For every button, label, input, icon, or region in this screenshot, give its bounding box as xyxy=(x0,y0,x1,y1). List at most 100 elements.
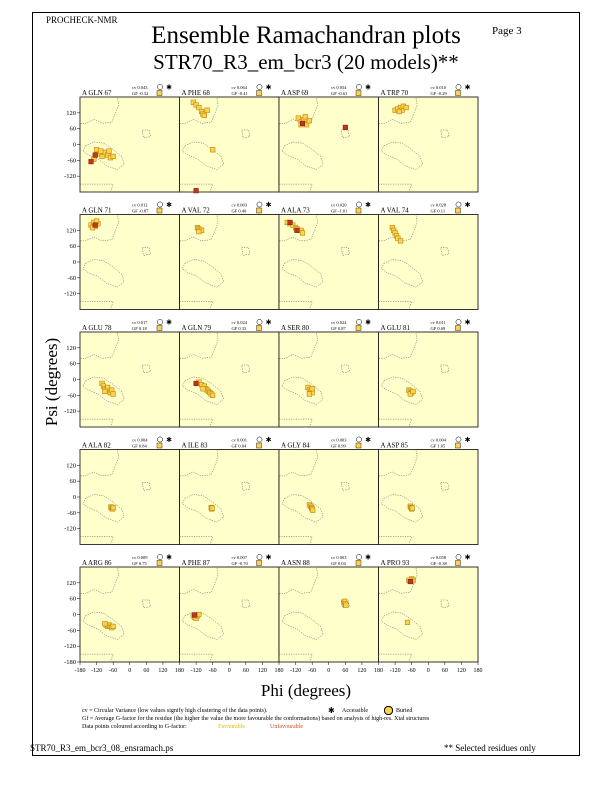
data-point xyxy=(193,102,199,108)
accessible-star-icon: ✱ xyxy=(365,84,371,92)
gf-colour-box xyxy=(455,90,461,96)
allowed-region-beta xyxy=(179,214,219,242)
allowed-region-lower_band xyxy=(278,536,313,545)
gf-colour-box xyxy=(256,207,262,214)
allowed-region-beta xyxy=(79,214,119,242)
legend-gf-text: Gf = Average G-factor for the residue (t… xyxy=(82,716,430,722)
residue-label: A GLN 71 xyxy=(82,207,112,215)
y-tick-label: -120 xyxy=(64,173,76,180)
y-tick-label: 0 xyxy=(73,259,76,266)
cv-value: cv 0.007 xyxy=(232,555,248,560)
y-tick-label: -120 xyxy=(64,408,76,415)
y-tick-label: 120 xyxy=(66,110,76,117)
gf-value: GF -1.01 xyxy=(331,209,347,214)
panel-background xyxy=(79,449,180,545)
accessible-star-icon: ✱ xyxy=(166,554,172,562)
accessible-star-icon: ✱ xyxy=(365,319,371,327)
allowed-region-alpha xyxy=(181,494,224,523)
x-tick-label: 180 xyxy=(275,668,284,674)
gf-value: GF 0.69 xyxy=(431,326,447,331)
y-tick-label: 60 xyxy=(70,126,77,133)
panel-background xyxy=(79,331,180,428)
cv-value: cv 0.004 xyxy=(132,438,148,443)
allowed-region-lower_band xyxy=(278,418,313,428)
allowed-region-alpha xyxy=(181,376,224,405)
allowed-region-lower_band xyxy=(378,301,413,310)
allowed-region-lower_band xyxy=(79,418,114,428)
data-point-unfavourable xyxy=(407,578,413,585)
y-tick-label: 120 xyxy=(66,462,76,469)
panel-background xyxy=(79,566,180,663)
allowed-region-alpha xyxy=(380,494,423,523)
residue-label: A GLN 67 xyxy=(82,89,112,97)
accessible-icon: ✱ xyxy=(328,706,335,715)
residue-label: A VAL 74 xyxy=(381,207,410,215)
cv-status-icon xyxy=(455,84,462,90)
allowed-region-beta xyxy=(179,96,219,124)
allowed-region-lower_band xyxy=(378,536,413,545)
residue-label: A GLN 79 xyxy=(182,324,212,332)
y-tick-label: 60 xyxy=(70,478,77,485)
data-point xyxy=(196,229,202,235)
x-tick-label: -120 xyxy=(290,668,301,674)
allowed-region-beta xyxy=(79,566,119,594)
gf-value: GF -0.61 xyxy=(331,91,347,96)
data-point xyxy=(99,153,105,159)
data-point-unfavourable xyxy=(92,152,98,158)
allowed-region-alpha xyxy=(281,141,324,170)
data-point xyxy=(403,104,409,111)
legend-buried: Buried xyxy=(396,708,413,714)
chart-subtitle: STR70_R3_em_bcr3 (20 models)** xyxy=(153,50,459,74)
allowed-region-beta xyxy=(378,449,418,477)
data-point xyxy=(343,602,349,608)
cv-status-icon xyxy=(256,319,263,325)
residue-label: A ASP 69 xyxy=(281,89,309,97)
cv-value: cv 0.043 xyxy=(132,85,148,90)
accessible-star-icon: ✱ xyxy=(166,319,172,327)
accessible-star-icon: ✱ xyxy=(465,201,471,209)
cv-status-icon xyxy=(455,319,462,325)
program-label: PROCHECK-NMR xyxy=(46,15,118,25)
y-tick-label: 120 xyxy=(66,580,76,587)
panel-background xyxy=(378,96,479,193)
residue-label: A ASP 85 xyxy=(381,442,409,450)
allowed-region-beta xyxy=(278,331,318,359)
gf-colour-box xyxy=(455,442,461,449)
panel-background xyxy=(179,214,280,310)
data-point xyxy=(204,107,210,113)
allowed-region-alpha xyxy=(82,259,125,288)
x-tick-label: -60 xyxy=(408,668,416,674)
residue-label: A ALA 82 xyxy=(82,442,111,450)
allowed-region-lower_band xyxy=(179,183,214,193)
data-point xyxy=(410,388,416,394)
allowed-region-beta xyxy=(179,566,219,594)
x-tick-label: -60 xyxy=(109,668,117,674)
gf-value: GF 0.75 xyxy=(132,561,148,566)
y-tick-label: -60 xyxy=(67,392,76,399)
allowed-region-alpha xyxy=(82,494,125,523)
gf-colour-box xyxy=(256,442,262,449)
gf-colour-box xyxy=(355,442,362,449)
allowed-region-beta xyxy=(179,449,219,477)
cv-status-icon xyxy=(256,436,263,443)
cv-status-icon xyxy=(157,436,163,443)
allowed-region-beta xyxy=(278,566,318,594)
data-point xyxy=(295,115,301,121)
y-tick-label: 0 xyxy=(73,377,76,384)
data-point-unfavourable xyxy=(299,120,306,126)
x-tick-label: 180 xyxy=(474,668,483,674)
allowed-region-alpha xyxy=(281,259,324,288)
accessible-star-icon: ✱ xyxy=(465,319,471,327)
y-tick-label: -120 xyxy=(64,643,76,650)
panel-background xyxy=(278,96,379,193)
y-tick-label: 0 xyxy=(73,494,76,501)
accessible-star-icon: ✱ xyxy=(465,436,471,444)
residue-label: A ARG 86 xyxy=(82,559,112,567)
x-tick-label: -120 xyxy=(390,668,401,674)
y-axis-label: Psi (degrees) xyxy=(42,337,61,427)
accessible-star-icon: ✱ xyxy=(266,319,272,327)
x-tick-label: 180 xyxy=(374,668,383,674)
data-point-unfavourable xyxy=(193,380,199,387)
cv-value: cv 0.020 xyxy=(331,203,347,208)
